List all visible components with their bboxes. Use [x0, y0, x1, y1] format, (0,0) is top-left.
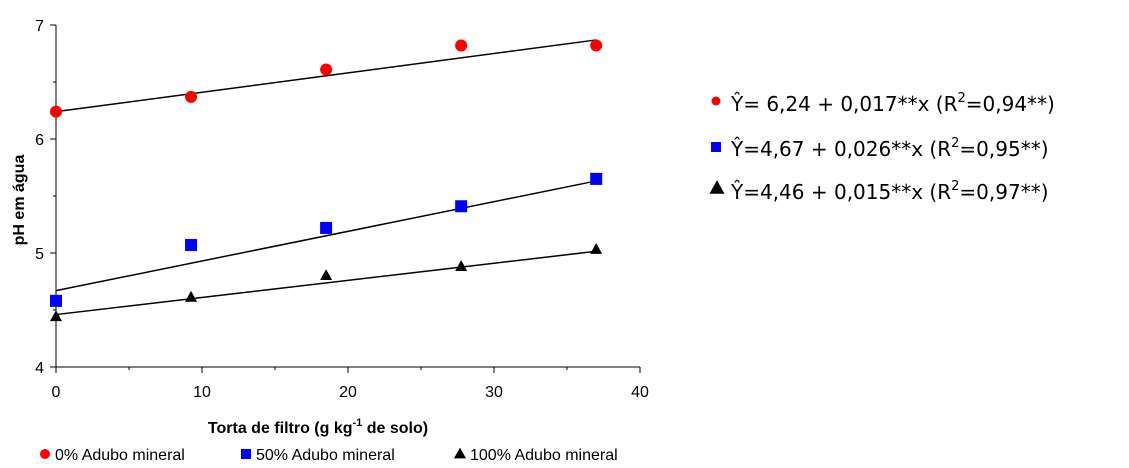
data-point [50, 294, 62, 307]
data-point [50, 105, 62, 118]
data-point [320, 221, 333, 234]
x-tick-label: 20 [339, 384, 357, 401]
equation-marker [711, 96, 721, 106]
y-tick-labels: 4 5 6 7 [35, 18, 44, 377]
data-point [590, 39, 603, 52]
equation-text: Ŷ= 6,24 + 0,017**x (R2=0,94**) [730, 91, 1055, 116]
data-point [185, 290, 198, 302]
legend-label: 100% Adubo mineral [470, 447, 618, 464]
trend-line [55, 180, 597, 292]
legend-marker [241, 449, 251, 459]
x-tick-labels: 0 10 20 30 40 [52, 384, 649, 401]
equation-text: Ŷ=4,67 + 0,026**x (R2=0,95**) [730, 136, 1049, 161]
data-point [455, 39, 468, 52]
data-point [455, 260, 468, 271]
y-tick-label: 4 [35, 360, 44, 377]
equation-marker [711, 142, 721, 152]
legend-marker [40, 449, 50, 459]
y-tick-label: 6 [35, 132, 44, 149]
trend-line [55, 39, 597, 113]
data-point [590, 243, 603, 254]
x-tick-label: 0 [52, 384, 61, 401]
legend-marker [454, 447, 466, 459]
trend-line [55, 250, 597, 316]
y-tick-label: 5 [35, 246, 44, 263]
equations-legend: Ŷ= 6,24 + 0,017**x (R2=0,94**) Ŷ=4,67 + 0… [709, 91, 1055, 204]
equation-text: Ŷ=4,46 + 0,015**x (R2=0,97**) [730, 179, 1049, 204]
data-point [320, 269, 333, 281]
legend-label: 0% Adubo mineral [55, 447, 185, 464]
data-points [50, 39, 603, 322]
x-tick-label: 10 [193, 384, 211, 401]
trend-lines [55, 39, 597, 316]
x-tick-label: 40 [631, 384, 649, 401]
legend-label: 50% Adubo mineral [256, 447, 395, 464]
data-point [590, 172, 603, 185]
series-legend: 0% Adubo mineral 50% Adubo mineral 100% Ad… [40, 447, 618, 464]
x-axis-title: Torta de filtro (g kg-1 de solo) [208, 417, 428, 437]
equation-marker [709, 180, 725, 194]
axes [50, 24, 641, 373]
data-point [185, 239, 198, 252]
data-point [455, 200, 468, 213]
data-point [50, 310, 62, 322]
y-tick-label: 7 [35, 18, 44, 35]
data-point [185, 90, 198, 103]
x-tick-label: 30 [485, 384, 503, 401]
y-axis-title: pH em água [11, 155, 28, 246]
data-point [320, 63, 333, 76]
